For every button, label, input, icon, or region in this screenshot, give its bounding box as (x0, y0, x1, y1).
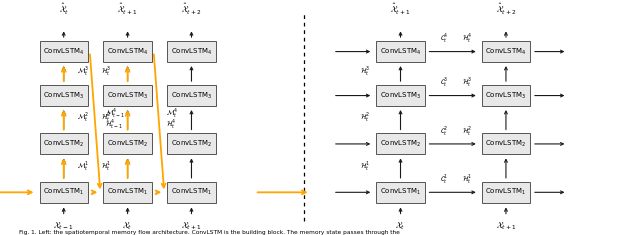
Text: $\hat{\mathcal{X}}_{t+2}$: $\hat{\mathcal{X}}_{t+2}$ (181, 2, 202, 17)
Text: $\mathrm{ConvLSTM}_{4}$: $\mathrm{ConvLSTM}_{4}$ (107, 47, 148, 57)
FancyBboxPatch shape (376, 85, 425, 106)
Text: $\mathrm{ConvLSTM}_{1}$: $\mathrm{ConvLSTM}_{1}$ (380, 187, 421, 197)
Text: $\hat{\mathcal{X}}_{t}$: $\hat{\mathcal{X}}_{t}$ (58, 2, 69, 17)
Text: $\hat{\mathcal{X}}_{t+1}$: $\hat{\mathcal{X}}_{t+1}$ (117, 2, 138, 17)
FancyBboxPatch shape (376, 133, 425, 154)
Text: $\mathcal{H}^1_t$: $\mathcal{H}^1_t$ (101, 159, 111, 173)
Text: $\mathrm{ConvLSTM}_{1}$: $\mathrm{ConvLSTM}_{1}$ (43, 187, 84, 197)
Text: $\mathcal{M}^1_t$: $\mathcal{M}^1_t$ (77, 159, 90, 173)
Text: $\mathrm{ConvLSTM}_{3}$: $\mathrm{ConvLSTM}_{3}$ (171, 90, 212, 101)
Text: $\mathcal{H}^1_t$: $\mathcal{H}^1_t$ (360, 159, 370, 173)
Text: $\mathcal{M}^4_{t}$: $\mathcal{M}^4_{t}$ (166, 106, 178, 120)
Text: $\mathrm{ConvLSTM}_{4}$: $\mathrm{ConvLSTM}_{4}$ (171, 47, 212, 57)
Text: $\mathrm{ConvLSTM}_{1}$: $\mathrm{ConvLSTM}_{1}$ (171, 187, 212, 197)
Text: $\mathrm{ConvLSTM}_{2}$: $\mathrm{ConvLSTM}_{2}$ (380, 139, 421, 149)
FancyBboxPatch shape (482, 133, 530, 154)
Text: $\mathcal{H}^2_t$: $\mathcal{H}^2_t$ (102, 111, 111, 124)
FancyBboxPatch shape (104, 182, 152, 203)
Text: $\mathcal{C}^2_t$: $\mathcal{C}^2_t$ (440, 124, 448, 137)
Text: $\mathrm{ConvLSTM}_{4}$: $\mathrm{ConvLSTM}_{4}$ (485, 47, 527, 57)
FancyBboxPatch shape (104, 41, 152, 62)
FancyBboxPatch shape (482, 85, 530, 106)
Text: $\mathrm{ConvLSTM}_{4}$: $\mathrm{ConvLSTM}_{4}$ (43, 47, 84, 57)
FancyBboxPatch shape (40, 41, 88, 62)
Text: $\mathcal{X}_{t}$: $\mathcal{X}_{t}$ (396, 221, 406, 232)
FancyBboxPatch shape (104, 85, 152, 106)
Text: $\mathcal{M}^3_t$: $\mathcal{M}^3_t$ (77, 65, 90, 78)
FancyBboxPatch shape (376, 182, 425, 203)
Text: $\mathrm{ConvLSTM}_{3}$: $\mathrm{ConvLSTM}_{3}$ (107, 90, 148, 101)
Text: $\mathrm{ConvLSTM}_{2}$: $\mathrm{ConvLSTM}_{2}$ (171, 139, 212, 149)
Text: $\hat{\mathcal{X}}_{t+2}$: $\hat{\mathcal{X}}_{t+2}$ (496, 2, 516, 17)
Text: $\mathcal{H}^4_{t-1}$: $\mathcal{H}^4_{t-1}$ (105, 117, 123, 131)
Text: $\mathcal{H}^3_t$: $\mathcal{H}^3_t$ (101, 65, 111, 78)
Text: $\mathrm{ConvLSTM}_{2}$: $\mathrm{ConvLSTM}_{2}$ (107, 139, 148, 149)
Text: $\mathcal{H}^1_t$: $\mathcal{H}^1_t$ (462, 172, 472, 186)
Text: $\mathcal{H}^2_t$: $\mathcal{H}^2_t$ (360, 111, 370, 124)
FancyBboxPatch shape (167, 41, 216, 62)
Text: $\hat{\mathcal{X}}_{t+1}$: $\hat{\mathcal{X}}_{t+1}$ (390, 2, 411, 17)
Text: $\mathcal{M}^4_{t-1}$: $\mathcal{M}^4_{t-1}$ (105, 106, 125, 120)
Text: $\mathcal{X}_{t}$: $\mathcal{X}_{t}$ (122, 221, 132, 232)
Text: $\mathcal{H}^2_t$: $\mathcal{H}^2_t$ (462, 124, 472, 137)
Text: $\mathcal{X}_{t+1}$: $\mathcal{X}_{t+1}$ (181, 221, 202, 232)
Text: $\mathcal{H}^3_t$: $\mathcal{H}^3_t$ (462, 76, 472, 89)
Text: $\mathrm{ConvLSTM}_{3}$: $\mathrm{ConvLSTM}_{3}$ (485, 90, 527, 101)
FancyBboxPatch shape (167, 85, 216, 106)
Text: $\mathrm{ConvLSTM}_{4}$: $\mathrm{ConvLSTM}_{4}$ (380, 47, 421, 57)
FancyBboxPatch shape (376, 41, 425, 62)
FancyBboxPatch shape (40, 85, 88, 106)
Text: $\mathrm{ConvLSTM}_{1}$: $\mathrm{ConvLSTM}_{1}$ (485, 187, 527, 197)
Text: $\mathcal{C}^1_t$: $\mathcal{C}^1_t$ (440, 172, 448, 186)
FancyBboxPatch shape (40, 182, 88, 203)
Text: $\mathcal{X}_{t+1}$: $\mathcal{X}_{t+1}$ (496, 221, 516, 232)
FancyBboxPatch shape (482, 182, 530, 203)
Text: $\mathcal{H}^3_t$: $\mathcal{H}^3_t$ (360, 65, 370, 78)
Text: $\mathcal{M}^2_t$: $\mathcal{M}^2_t$ (77, 111, 90, 124)
Text: $\mathcal{H}^4_t$: $\mathcal{H}^4_t$ (461, 32, 472, 45)
Text: $\mathrm{ConvLSTM}_{1}$: $\mathrm{ConvLSTM}_{1}$ (107, 187, 148, 197)
Text: $\mathcal{X}_{t-1}$: $\mathcal{X}_{t-1}$ (54, 221, 74, 232)
Text: $\mathrm{ConvLSTM}_{2}$: $\mathrm{ConvLSTM}_{2}$ (43, 139, 84, 149)
FancyBboxPatch shape (167, 182, 216, 203)
Text: Fig. 1. Left: the spatiotemporal memory flow architecture. ConvLSTM is the build: Fig. 1. Left: the spatiotemporal memory … (19, 230, 400, 235)
Text: $\mathcal{C}^3_t$: $\mathcal{C}^3_t$ (440, 76, 448, 89)
Text: $\mathrm{ConvLSTM}_{3}$: $\mathrm{ConvLSTM}_{3}$ (380, 90, 421, 101)
Text: $\mathcal{H}^4_{t}$: $\mathcal{H}^4_{t}$ (166, 117, 176, 131)
Text: $\mathcal{C}^4_t$: $\mathcal{C}^4_t$ (440, 32, 448, 45)
Text: $\mathrm{ConvLSTM}_{3}$: $\mathrm{ConvLSTM}_{3}$ (43, 90, 84, 101)
Text: $\mathrm{ConvLSTM}_{2}$: $\mathrm{ConvLSTM}_{2}$ (485, 139, 527, 149)
FancyBboxPatch shape (104, 133, 152, 154)
FancyBboxPatch shape (482, 41, 530, 62)
FancyBboxPatch shape (167, 133, 216, 154)
FancyBboxPatch shape (40, 133, 88, 154)
